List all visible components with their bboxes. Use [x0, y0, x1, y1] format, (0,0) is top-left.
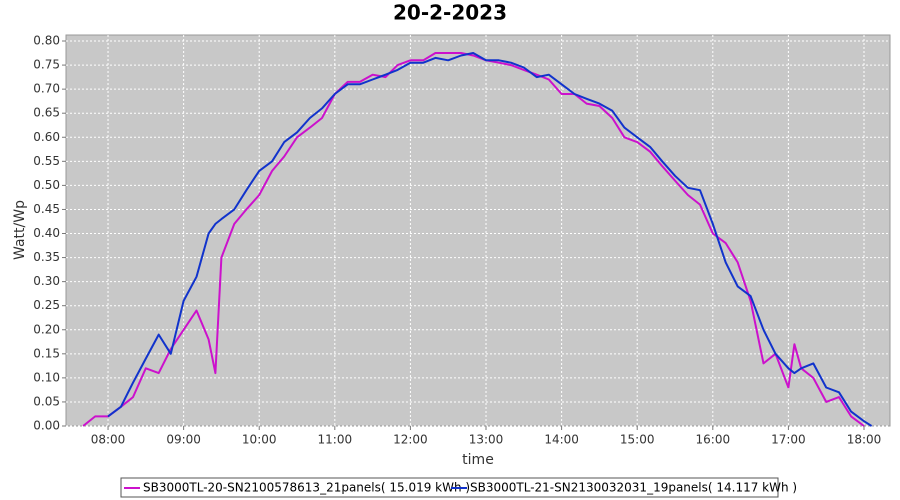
x-axis-label: time [462, 452, 494, 468]
x-tick-label: 17:00 [771, 433, 806, 447]
y-tick-label: 0.10 [33, 370, 60, 384]
x-tick-label: 14:00 [544, 433, 579, 447]
y-tick-label: 0.80 [33, 34, 60, 48]
y-tick-label: 0.50 [33, 178, 60, 192]
y-tick-label: 0.60 [33, 130, 60, 144]
y-tick-label: 0.05 [33, 394, 60, 408]
x-tick-label: 13:00 [469, 433, 504, 447]
y-tick-label: 0.35 [33, 250, 60, 264]
y-tick-label: 0.15 [33, 346, 60, 360]
y-tick-label: 0.75 [33, 58, 60, 72]
y-tick-label: 0.20 [33, 322, 60, 336]
legend-label: SB3000TL-21-SN2130032031_19panels( 14.11… [470, 481, 797, 495]
y-tick-label: 0.70 [33, 82, 60, 96]
x-tick-label: 16:00 [696, 433, 731, 447]
series-line [82, 52, 865, 427]
x-tick-label: 10:00 [242, 433, 277, 447]
x-tick-label: 12:00 [393, 433, 428, 447]
plot-area [65, 34, 891, 427]
y-axis-label: Watt/Wp [12, 200, 28, 260]
x-tick-label: 08:00 [91, 433, 126, 447]
x-tick-label: 09:00 [166, 433, 201, 447]
y-tick-label: 0.25 [33, 298, 60, 312]
y-tick-label: 0.40 [33, 226, 60, 240]
series-line [107, 52, 873, 427]
x-tick-label: 18:00 [847, 433, 882, 447]
legend [120, 477, 779, 498]
y-tick-label: 0.30 [33, 274, 60, 288]
y-tick-label: 0.00 [33, 419, 60, 433]
x-tick-label: 15:00 [620, 433, 655, 447]
y-tick-label: 0.55 [33, 154, 60, 168]
legend-label: SB3000TL-20-SN2100578613_21panels( 15.01… [143, 481, 470, 495]
x-tick-label: 11:00 [318, 433, 353, 447]
chart-title: 20-2-2023 [393, 1, 507, 25]
y-tick-label: 0.65 [33, 106, 60, 120]
y-tick-label: 0.45 [33, 202, 60, 216]
